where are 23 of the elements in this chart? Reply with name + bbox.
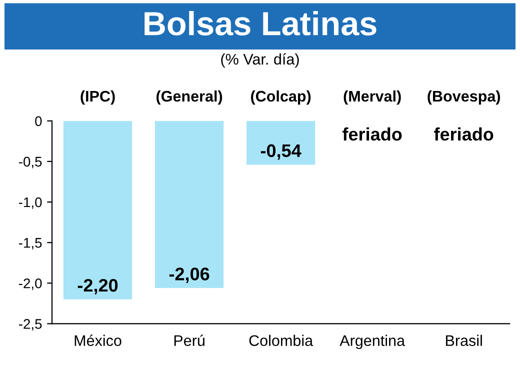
y-tick-label: -0,5: [18, 156, 42, 168]
x-tick-label: Argentina: [340, 334, 406, 350]
y-tick-label: -1,5: [18, 238, 42, 250]
text: (IPC): [80, 90, 115, 105]
text: feriado: [342, 127, 402, 141]
y-tick-label: -2,0: [18, 278, 42, 290]
x-tick-label: Perú: [174, 334, 204, 346]
data-label: -2,20: [78, 278, 118, 294]
data-label: -0,54: [260, 144, 302, 160]
y-tick-label: -2,5: [18, 319, 42, 331]
y-tick-label: -1,0: [18, 197, 42, 209]
y-tick-label: 0: [35, 116, 42, 126]
text: (Merval): [344, 90, 401, 105]
text: (Colcap): [251, 90, 311, 105]
chart-title: Bolsas Latinas: [144, 10, 376, 36]
x-tick-label: Colombia: [249, 334, 314, 346]
text: (Bovespa): [428, 90, 500, 105]
text: feriado: [434, 127, 494, 141]
x-tick-label: México: [74, 334, 122, 346]
data-label: -2,06: [169, 268, 210, 283]
x-tick-label: Brasil: [446, 334, 482, 346]
chart-subtitle: (% Var. día): [221, 53, 299, 68]
text: (General): [156, 90, 222, 105]
